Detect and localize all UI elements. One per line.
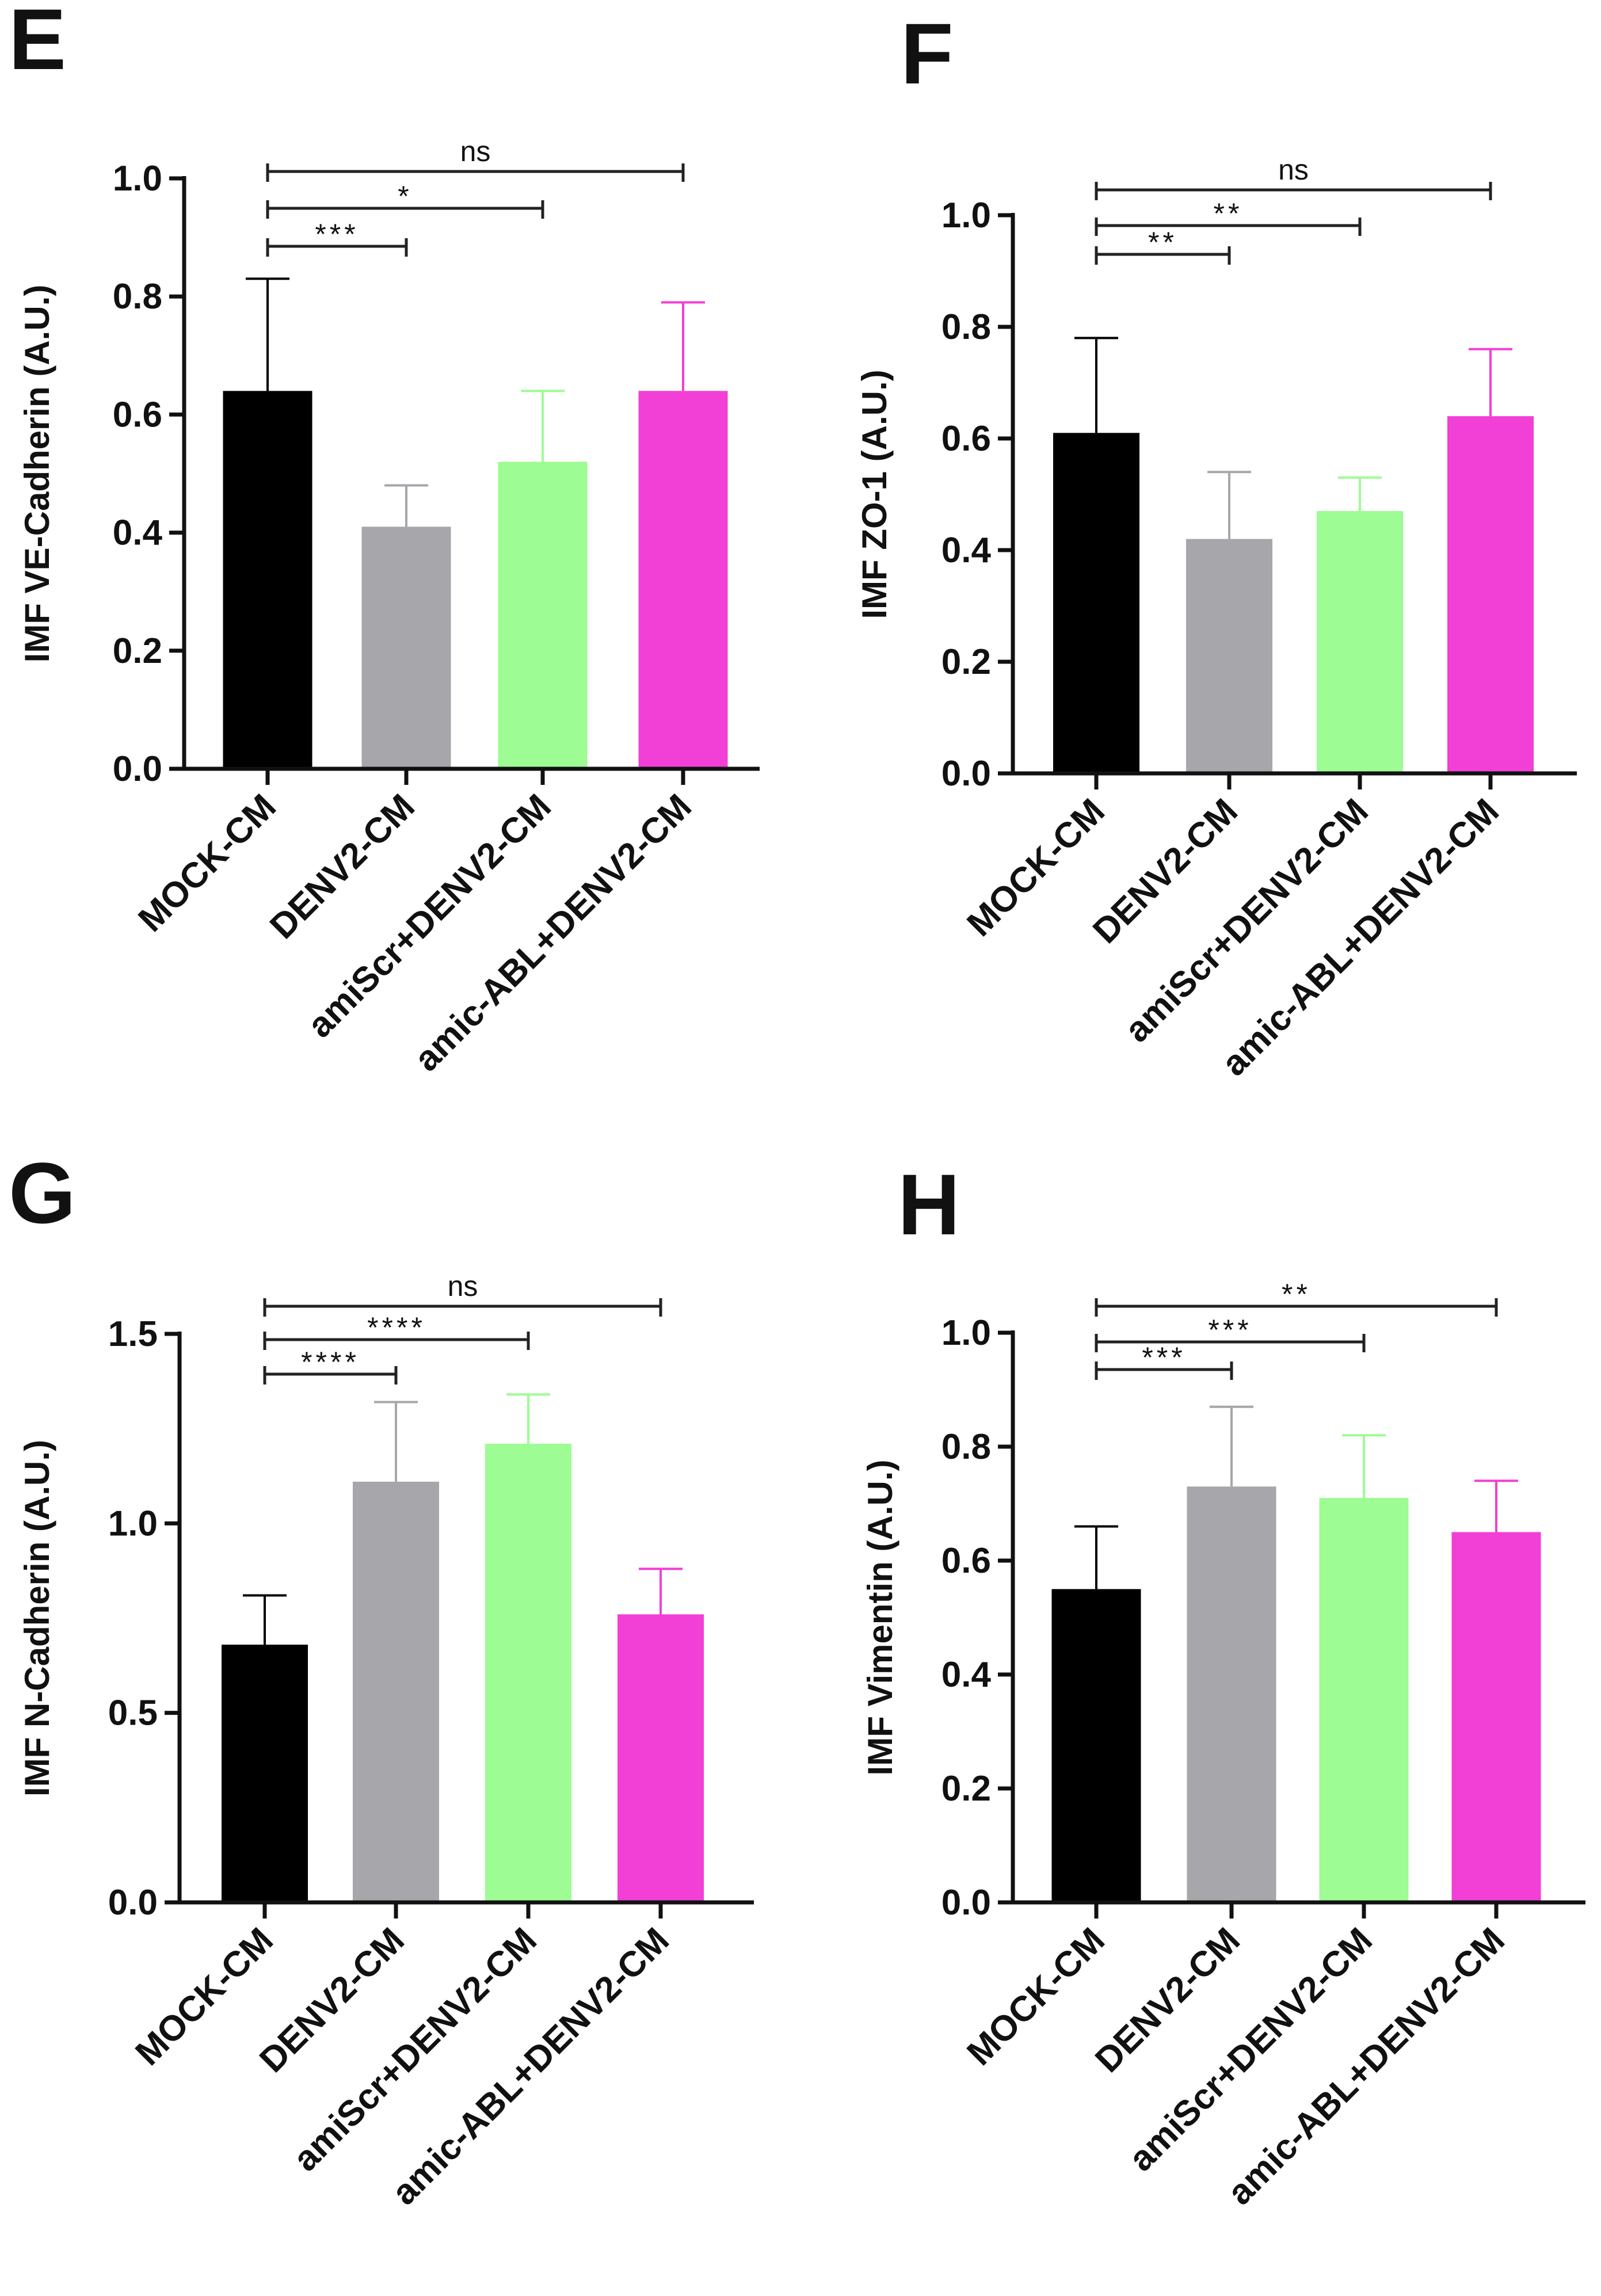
bar-denv2-cm <box>1186 539 1272 773</box>
significance-bracket <box>1095 1361 1233 1380</box>
bar-mock-cm <box>222 1645 308 1902</box>
y-axis-title: IMF VE-Cadherin (A.U.) <box>18 285 56 663</box>
significance-bracket <box>1095 218 1362 236</box>
bar-mock-cm <box>1051 1589 1141 1902</box>
bar-amiscr-denv2-cm <box>1319 1498 1409 1902</box>
y-tick-label: 0.0 <box>108 1883 158 1923</box>
significance-bracket <box>266 238 408 257</box>
bar-mock-cm <box>223 391 312 769</box>
y-tick-label: 1.0 <box>941 196 991 235</box>
x-category-label: amiScr+DENV2-CM <box>300 787 559 1046</box>
x-category-label: amiScr+DENV2-CM <box>285 1920 544 2179</box>
bar-amic-abl-denv2-cm <box>1451 1532 1541 1902</box>
significance-label: ** <box>1148 226 1177 258</box>
significance-bracket <box>1095 1334 1366 1352</box>
significance-label: *** <box>315 218 359 250</box>
significance-label: ** <box>1282 1278 1311 1310</box>
panel-letter: F <box>901 5 954 102</box>
y-tick-label: 1.0 <box>113 159 162 199</box>
panel-letter: H <box>898 1156 960 1253</box>
y-tick-label: 0.8 <box>941 1427 991 1467</box>
chart-panel-e: E0.00.20.40.60.81.0MOCK-CMDENV2-CMamiScr… <box>9 0 760 1079</box>
significance-bracket <box>263 1332 530 1350</box>
bar-amiscr-denv2-cm <box>498 462 588 769</box>
y-tick-label: 0.8 <box>113 277 162 316</box>
significance-bracket <box>266 200 544 219</box>
significance-label: *** <box>1208 1314 1252 1346</box>
significance-label: ns <box>448 1270 478 1302</box>
chart-panel-f: F0.00.20.40.60.81.0MOCK-CMDENV2-CMamiScr… <box>855 5 1577 1084</box>
panel-letter: E <box>9 0 66 87</box>
chart-panel-g: G0.00.51.01.5MOCK-CMDENV2-CMamiScr+DENV2… <box>9 1145 754 2213</box>
y-tick-label: 0.8 <box>941 307 991 347</box>
y-axis-title: IMF N-Cadherin (A.U.) <box>18 1440 56 1797</box>
significance-bracket <box>266 163 685 182</box>
y-tick-label: 0.0 <box>941 754 991 794</box>
y-tick-label: 0.5 <box>108 1694 158 1733</box>
panel-letter: G <box>9 1145 76 1241</box>
y-tick-label: 0.2 <box>941 642 991 682</box>
y-tick-label: 0.2 <box>113 631 162 671</box>
significance-label: ** <box>1214 197 1243 230</box>
bar-amic-abl-denv2-cm <box>638 391 728 769</box>
bar-amic-abl-denv2-cm <box>1447 416 1534 773</box>
significance-label: **** <box>301 1346 360 1378</box>
y-tick-label: 0.4 <box>941 1655 992 1695</box>
y-tick-label: 1.5 <box>108 1314 158 1354</box>
y-tick-label: 0.0 <box>113 749 162 789</box>
y-tick-label: 0.0 <box>941 1883 991 1923</box>
x-category-label: amic-ABL+DENV2-CM <box>407 787 699 1079</box>
y-tick-label: 0.2 <box>941 1769 991 1809</box>
significance-bracket <box>263 1298 662 1317</box>
x-category-label: amic-ABL+DENV2-CM <box>384 1920 677 2213</box>
chart-panel-h: H0.00.20.40.60.81.0MOCK-CMDENV2-CMamiScr… <box>861 1156 1585 2213</box>
y-tick-label: 0.6 <box>941 419 991 459</box>
significance-bracket <box>1095 1298 1498 1317</box>
significance-label: ns <box>1278 154 1309 186</box>
bar-amic-abl-denv2-cm <box>617 1614 704 1902</box>
y-tick-label: 0.4 <box>941 531 992 570</box>
x-category-label: amiScr+DENV2-CM <box>1121 1920 1380 2179</box>
significance-bracket <box>263 1366 398 1385</box>
significance-label: ns <box>460 135 491 167</box>
y-axis-title: IMF ZO-1 (A.U.) <box>855 369 894 619</box>
y-tick-label: 1.0 <box>941 1313 991 1353</box>
bar-denv2-cm <box>361 527 451 769</box>
bar-denv2-cm <box>1187 1486 1276 1902</box>
significance-label: *** <box>1142 1341 1185 1374</box>
bar-amiscr-denv2-cm <box>1317 511 1403 773</box>
bar-denv2-cm <box>353 1481 439 1902</box>
significance-bracket <box>1095 182 1492 200</box>
significance-label: **** <box>367 1311 426 1344</box>
bar-mock-cm <box>1053 433 1139 773</box>
y-tick-label: 0.6 <box>113 395 162 434</box>
significance-bracket <box>1095 246 1231 265</box>
y-tick-label: 1.0 <box>108 1504 158 1543</box>
x-category-label: amic-ABL+DENV2-CM <box>1220 1920 1512 2213</box>
y-tick-label: 0.6 <box>941 1541 991 1581</box>
significance-label: * <box>398 180 412 212</box>
x-category-label: MOCK-CM <box>131 787 284 940</box>
x-category-label: amiScr+DENV2-CM <box>1117 791 1376 1050</box>
y-axis-title: IMF Vimentin (A.U.) <box>861 1460 899 1776</box>
y-tick-label: 0.4 <box>113 513 163 553</box>
bar-amiscr-denv2-cm <box>485 1444 571 1902</box>
x-category-label: amic-ABL+DENV2-CM <box>1214 791 1507 1084</box>
